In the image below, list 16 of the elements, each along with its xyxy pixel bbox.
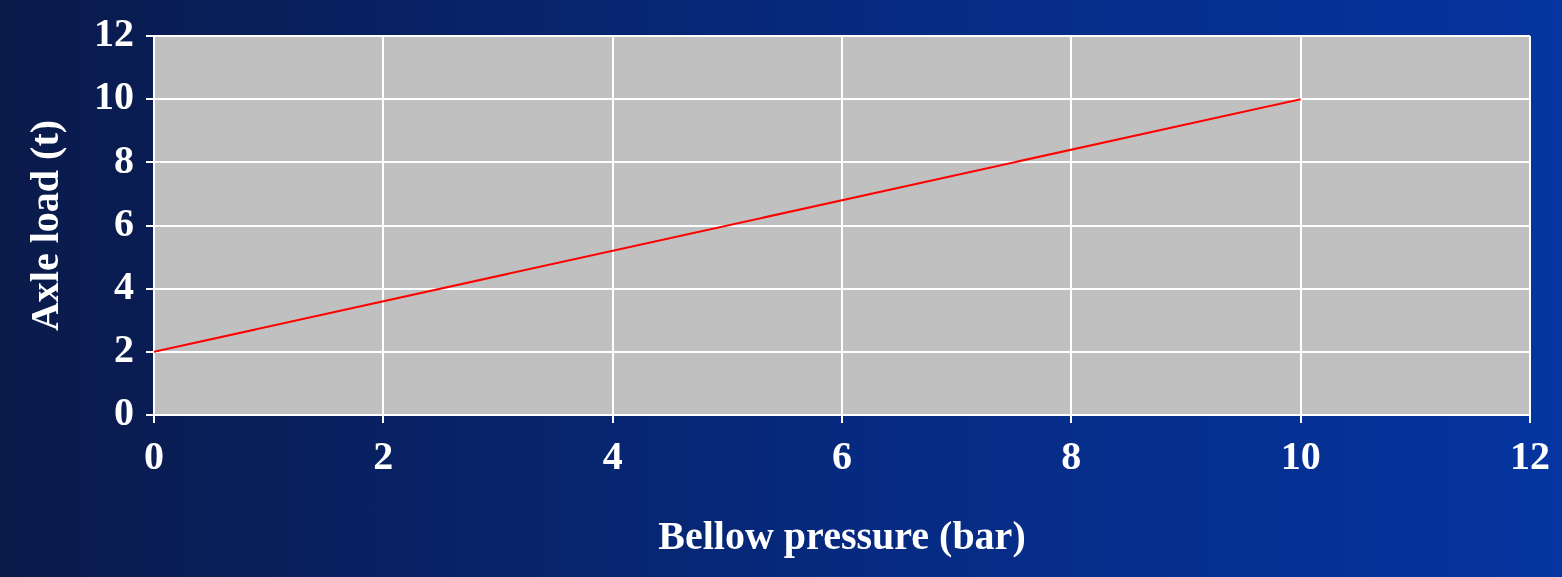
y-tick-label: 6 — [114, 199, 134, 245]
y-tick-label: 8 — [114, 136, 134, 182]
y-tick-label: 2 — [114, 326, 134, 372]
y-tick-label: 12 — [94, 10, 134, 56]
y-tick-label: 4 — [114, 262, 134, 308]
y-tick-label: 10 — [94, 73, 134, 119]
x-axis-title: Bellow pressure (bar) — [658, 513, 1026, 559]
x-tick-label: 12 — [1510, 433, 1550, 479]
y-axis-title: Axle load (t) — [22, 119, 68, 332]
y-tick-label: 0 — [114, 389, 134, 435]
x-tick-label: 2 — [373, 433, 394, 479]
x-tick-label: 4 — [602, 433, 623, 479]
x-tick-label: 0 — [144, 433, 164, 479]
x-tick-label: 10 — [1280, 433, 1321, 479]
x-tick-label: 8 — [1061, 433, 1082, 479]
x-tick-label: 6 — [832, 433, 852, 479]
